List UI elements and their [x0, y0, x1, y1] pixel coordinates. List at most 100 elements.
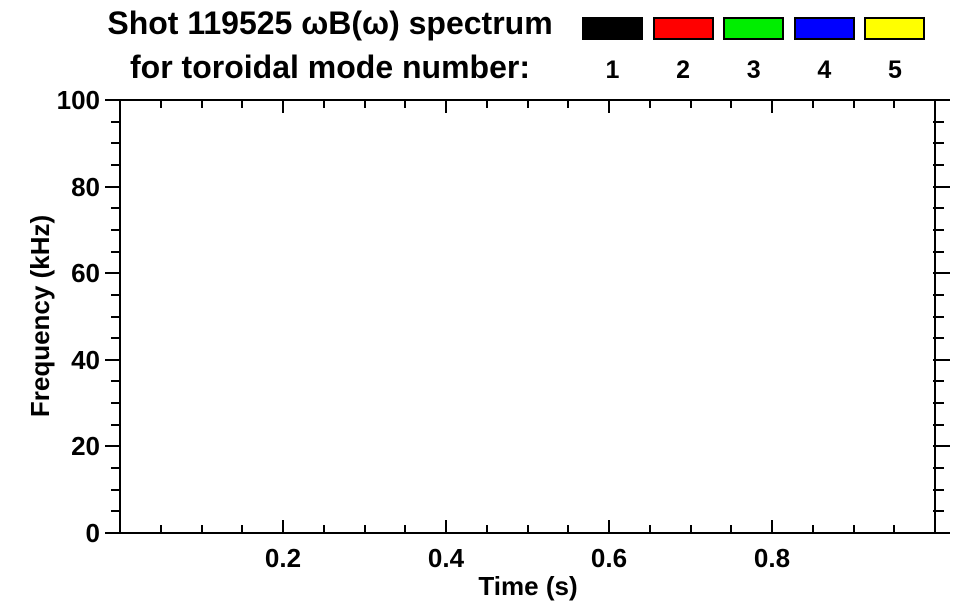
y-tick-left: [111, 380, 121, 383]
x-tick-top: [363, 100, 366, 108]
legend-swatch-mode-2: [652, 17, 714, 40]
chart-title-line-2: for toroidal mode number:: [130, 49, 530, 85]
mode-legend: 1 2 3 4 5: [0, 0, 963, 90]
legend-swatch-mode-4: [793, 17, 855, 40]
y-tick-left: [105, 185, 121, 188]
y-tick-right: [933, 510, 944, 513]
legend-label-mode-4: 4: [817, 56, 832, 84]
y-axis-title: Frequency (kHz): [25, 214, 55, 418]
y-tick-left: [111, 142, 121, 145]
y-tick-left: [111, 402, 121, 405]
x-tick-bottom: [200, 525, 203, 533]
y-tick-right: [933, 99, 950, 101]
y-tick-label: 80: [71, 171, 100, 202]
y-tick-left: [111, 163, 121, 166]
y-tick-right: [933, 315, 944, 318]
y-tick-right: [933, 272, 950, 275]
x-tick-top: [771, 100, 773, 113]
y-tick-right: [933, 467, 944, 470]
chart-title-line-1: Shot 119525 ωB(ω) spectrum: [107, 5, 553, 41]
x-tick-top: [485, 100, 488, 108]
y-tick-right: [933, 207, 944, 210]
x-axis-title: Time (s): [478, 571, 578, 601]
legend-label-mode-1: 1: [605, 56, 620, 84]
x-tick-top: [852, 100, 855, 108]
y-tick-right: [933, 423, 944, 426]
y-tick-label: 100: [56, 85, 100, 115]
x-tick-bottom: [648, 525, 651, 533]
y-tick-left: [105, 99, 121, 101]
y-tick-left: [105, 445, 121, 448]
y-tick-left: [111, 315, 121, 318]
y-tick-right: [933, 337, 944, 340]
x-tick-bottom: [322, 525, 325, 533]
y-tick-left: [111, 510, 121, 513]
y-tick-right: [933, 142, 944, 145]
y-tick-right: [933, 293, 944, 296]
x-tick-bottom: [485, 525, 488, 533]
x-tick-bottom: [159, 525, 162, 533]
x-tick-label: 0.4: [427, 543, 465, 573]
x-tick-label: 0.2: [264, 543, 302, 573]
y-tick-left: [111, 467, 121, 470]
y-tick-left: [111, 250, 121, 253]
y-tick-right: [933, 358, 950, 361]
y-tick-right: [933, 228, 944, 231]
y-tick-right: [933, 120, 944, 123]
x-tick-top: [404, 100, 407, 108]
x-tick-bottom: [893, 525, 896, 533]
y-tick-right: [933, 488, 944, 491]
x-tick-bottom: [445, 520, 447, 533]
x-tick-top: [159, 100, 162, 108]
x-tick-top: [526, 100, 529, 108]
legend-label-mode-5: 5: [887, 56, 902, 84]
x-tick-bottom: [608, 520, 610, 533]
x-tick-top: [445, 100, 447, 113]
y-tick-left: [111, 207, 121, 210]
y-tick-left: [111, 228, 121, 231]
legend-label-mode-2: 2: [676, 56, 691, 84]
x-tick-top: [689, 100, 692, 108]
y-tick-left: [111, 488, 121, 491]
legend-swatch-mode-1: [582, 17, 643, 40]
x-tick-label: 0.6: [590, 543, 628, 573]
x-tick-top: [648, 100, 651, 108]
y-tick-right: [933, 445, 950, 448]
x-tick-bottom: [567, 525, 570, 533]
x-tick-bottom: [811, 525, 814, 533]
x-tick-top: [730, 100, 733, 108]
y-tick-label: 20: [71, 431, 100, 462]
x-tick-top: [893, 100, 896, 108]
legend-swatch-mode-3: [723, 17, 785, 40]
x-tick-top: [282, 100, 284, 113]
y-tick-right: [933, 532, 950, 534]
x-tick-top: [608, 100, 610, 113]
x-tick-top: [200, 100, 203, 108]
x-tick-bottom: [282, 520, 284, 533]
x-tick-bottom: [404, 525, 407, 533]
y-tick-label: 40: [71, 344, 100, 375]
y-tick-right: [933, 380, 944, 383]
y-tick-right: [933, 402, 944, 405]
x-tick-bottom: [526, 525, 529, 533]
y-tick-left: [105, 272, 121, 275]
x-tick-bottom: [689, 525, 692, 533]
x-tick-top: [567, 100, 570, 108]
x-tick-bottom: [363, 525, 366, 533]
y-tick-right: [933, 250, 944, 253]
x-tick-bottom: [852, 525, 855, 533]
x-tick-bottom: [730, 525, 733, 533]
x-tick-label: 0.8: [753, 543, 791, 573]
y-tick-label: 60: [71, 258, 100, 289]
x-tick-top: [241, 100, 244, 108]
x-tick-bottom: [771, 520, 773, 533]
x-tick-bottom: [241, 525, 244, 533]
y-tick-left: [111, 423, 121, 426]
y-tick-right: [933, 163, 944, 166]
y-tick-label: 0: [85, 518, 100, 548]
plot-frame: [119, 99, 936, 534]
x-tick-top: [322, 100, 325, 108]
y-tick-left: [111, 120, 121, 123]
legend-label-mode-3: 3: [746, 56, 761, 84]
legend-swatch-mode-5: [864, 17, 926, 40]
